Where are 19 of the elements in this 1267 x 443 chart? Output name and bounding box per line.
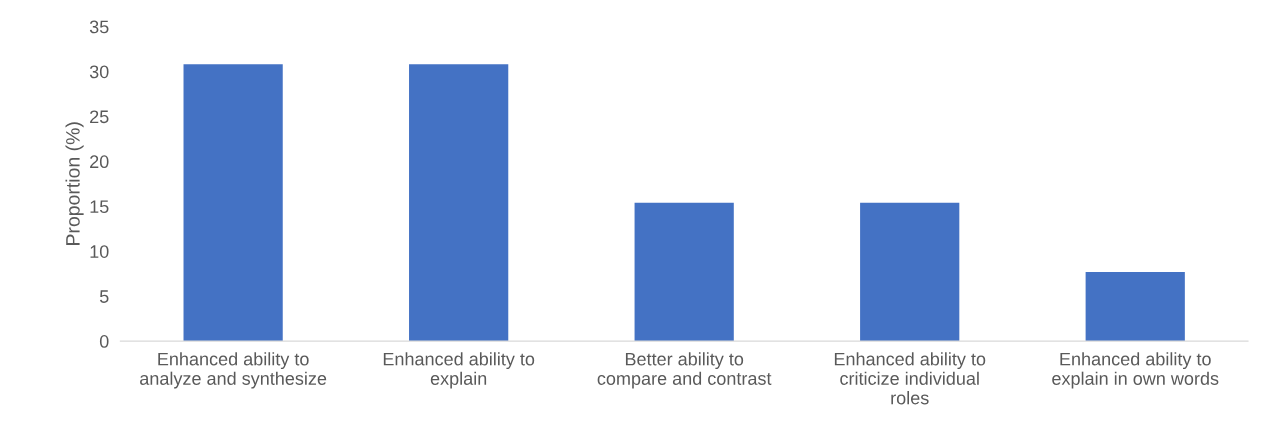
bar [634,202,734,342]
y-axis-title: Proportion (%) [65,122,84,245]
y-tick-label: 10 [90,245,109,258]
y-tick-label: 5 [99,290,109,303]
x-tick-label: Enhanced ability to criticize individual roles [834,352,986,405]
y-tick-label: 35 [89,20,109,34]
bar [1085,271,1185,342]
x-tick-label: Enhanced ability to explain [383,352,535,389]
x-tick-label: Better ability to compare and contrast [597,352,772,389]
bar [409,64,509,342]
y-tick-label: 30 [89,65,109,79]
y-tick-label: 15 [90,200,109,214]
y-tick-label: 25 [90,110,109,124]
bar [183,64,283,342]
y-tick-label: 0 [99,335,109,348]
y-tick-label: 20 [90,155,109,169]
bar [860,202,960,342]
x-tick-label: Enhanced ability to explain in own words [1052,352,1219,389]
x-tick-label: Enhanced ability to analyze and synthesize [140,352,327,389]
